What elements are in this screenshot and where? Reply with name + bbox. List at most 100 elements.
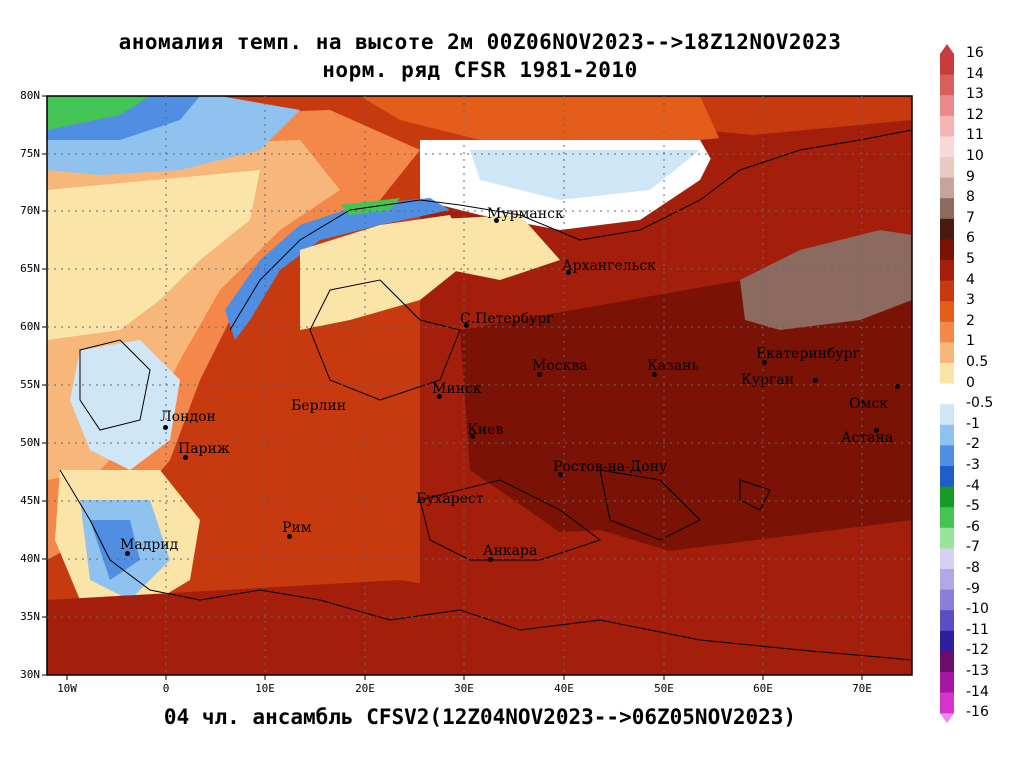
city-label-minsk: Минск (432, 381, 482, 397)
axis-ticks (42, 95, 863, 680)
colorbar-label: -12 (966, 642, 989, 659)
city-label-murmansk: Мурманск (487, 206, 564, 222)
colorbar-swatch (940, 54, 954, 76)
city-label-madrid: Мадрид (120, 537, 179, 553)
city-label-bucharest: Бухарест (416, 491, 484, 507)
colorbar-swatch (940, 610, 954, 632)
lon-label: 10E (255, 682, 275, 695)
colorbar-swatch (940, 466, 954, 488)
colorbar-swatch (940, 404, 954, 426)
colorbar-swatch (940, 280, 954, 302)
colorbar-label: -9 (966, 580, 980, 597)
colorbar-swatch (940, 589, 954, 611)
colorbar-swatch (940, 383, 954, 405)
colorbar-swatch (940, 651, 954, 673)
colorbar-swatch (940, 630, 954, 652)
colorbar-label: -7 (966, 539, 980, 556)
colorbar-top-arrow (940, 44, 954, 54)
lat-label: 40N (20, 552, 40, 565)
city-dot (558, 472, 563, 477)
colorbar-label: -14 (966, 683, 989, 700)
city-dot (652, 372, 657, 377)
colorbar-label: 8 (966, 189, 975, 206)
lon-label: 60E (753, 682, 773, 695)
colorbar-label: 14 (966, 65, 984, 82)
colorbar-swatch (940, 157, 954, 179)
colorbar-label: -10 (966, 601, 989, 618)
colorbar-swatch (940, 548, 954, 570)
colorbar-label: 0.5 (966, 354, 989, 370)
city-dot (566, 270, 571, 275)
lat-label: 70N (20, 204, 40, 217)
colorbar-label: 6 (966, 230, 975, 247)
city-label-kazan: Казань (647, 358, 700, 374)
map-title: аномалия темп. на высоте 2м 00Z06NOV2023… (118, 30, 842, 54)
colorbar-swatch (940, 342, 954, 364)
colorbar-label: -8 (966, 560, 980, 576)
colorbar-swatch (940, 569, 954, 591)
colorbar-label: -16 (966, 704, 989, 721)
colorbar-label: 0 (966, 374, 975, 391)
lat-label: 30N (20, 668, 40, 681)
lon-label: 30E (454, 682, 474, 695)
colorbar-label: -3 (966, 457, 980, 473)
city-dot (183, 455, 188, 460)
colorbar-swatch (940, 198, 954, 220)
city-dot (874, 428, 879, 433)
city-dot (488, 557, 493, 562)
colorbar (940, 44, 954, 724)
map-subtitle: норм. ряд CFSR 1981-2010 (322, 58, 638, 82)
city-dot (464, 323, 469, 328)
colorbar-swatch (940, 527, 954, 549)
city-label-london: Лондон (160, 409, 216, 425)
colorbar-label: -6 (966, 518, 980, 535)
colorbar-swatch (940, 507, 954, 529)
colorbar-label: 9 (966, 168, 975, 185)
lat-label: 60N (20, 320, 40, 333)
colorbar-swatch (940, 445, 954, 467)
lon-label: 70E (852, 682, 872, 695)
colorbar-swatch (940, 136, 954, 158)
city-dot (125, 551, 130, 556)
colorbar-label: 2 (966, 312, 975, 329)
colorbar-label: 11 (966, 127, 984, 144)
city-label-kurgan: Курган (741, 372, 795, 388)
lon-label: 0 (162, 682, 170, 695)
colorbar-label: -5 (966, 498, 980, 515)
colorbar-label: 13 (966, 86, 984, 103)
colorbar-label: 1 (966, 333, 975, 350)
city-label-moscow: Москва (532, 358, 588, 374)
colorbar-swatch (940, 74, 954, 96)
colorbar-swatch (940, 301, 954, 323)
colorbar-label: 5 (966, 251, 975, 267)
colorbar-bottom-arrow (940, 713, 954, 724)
coastlines (59, 129, 912, 661)
colorbar-label: 16 (966, 45, 984, 61)
colorbar-swatch (940, 424, 954, 446)
colorbar-swatch (940, 486, 954, 508)
colorbar-label: -4 (966, 477, 980, 494)
lat-label: 75N (20, 147, 40, 160)
colorbar-label: -0.5 (966, 395, 994, 412)
lon-label: 50E (654, 682, 674, 695)
colorbar-label: -13 (966, 663, 989, 679)
colorbar-swatch (940, 115, 954, 137)
colorbar-label: -2 (966, 436, 980, 453)
city-label-berlin: Берлин (291, 398, 347, 414)
city-dot (470, 434, 475, 439)
city-label-arkhangelsk: Архангельск (562, 258, 656, 274)
ensemble-footer: 04 чл. ансамбль CFSV2(12Z04NOV2023-->06Z… (163, 705, 797, 729)
colorbar-label: 12 (966, 106, 984, 123)
colorbar-swatch (940, 692, 954, 714)
lon-label: 40E (554, 682, 574, 695)
colorbar-swatch (940, 95, 954, 117)
city-dot (895, 384, 900, 389)
lon-label: 10W (57, 682, 77, 695)
lon-label: 20E (355, 682, 375, 695)
city-dot (762, 360, 767, 365)
colorbar-swatch (940, 321, 954, 343)
lat-label: 45N (20, 494, 40, 507)
city-dot (494, 218, 499, 223)
city-label-kyiv: Киев (467, 422, 504, 438)
